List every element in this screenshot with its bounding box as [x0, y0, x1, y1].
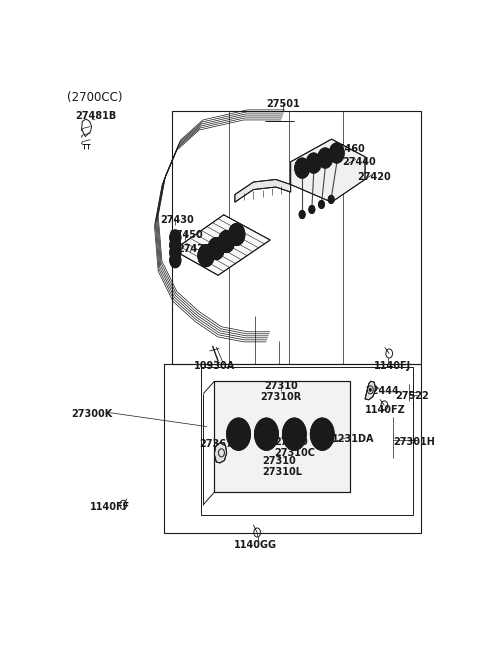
Text: 27470: 27470 [177, 244, 211, 254]
Circle shape [299, 210, 305, 219]
Text: 27440: 27440 [343, 157, 376, 167]
Text: 27481B: 27481B [75, 111, 116, 121]
Text: 1140GG: 1140GG [234, 540, 277, 550]
Circle shape [170, 245, 181, 260]
Text: 27367: 27367 [200, 439, 233, 449]
Circle shape [328, 195, 334, 204]
Text: 27300K: 27300K [71, 409, 112, 419]
Circle shape [228, 223, 245, 246]
Text: 1140FZ: 1140FZ [365, 405, 406, 415]
Polygon shape [173, 215, 270, 275]
Bar [215, 381, 350, 492]
Circle shape [170, 238, 181, 253]
Polygon shape [365, 381, 375, 400]
Circle shape [311, 418, 334, 450]
Text: 27310
27310L: 27310 27310L [263, 456, 303, 477]
Circle shape [295, 158, 310, 178]
Text: 27420: 27420 [358, 172, 391, 182]
Circle shape [261, 426, 273, 442]
Circle shape [288, 426, 300, 442]
Circle shape [306, 153, 321, 173]
Circle shape [309, 206, 315, 214]
Text: 27450: 27450 [170, 230, 204, 240]
Circle shape [316, 426, 328, 442]
Text: 27310
27310R: 27310 27310R [261, 381, 302, 402]
Polygon shape [235, 179, 290, 202]
Bar [202, 367, 413, 515]
Circle shape [282, 418, 306, 450]
Text: 27460: 27460 [332, 144, 365, 154]
Circle shape [329, 143, 344, 163]
Text: (2700CC): (2700CC) [67, 91, 123, 104]
Bar [164, 364, 421, 533]
Circle shape [208, 238, 225, 259]
Text: 27301H: 27301H [393, 437, 435, 447]
Circle shape [227, 418, 251, 450]
Text: 27430: 27430 [160, 215, 194, 225]
Circle shape [170, 253, 181, 268]
Text: 10930A: 10930A [194, 361, 235, 371]
Text: 27501: 27501 [266, 99, 300, 109]
Circle shape [198, 244, 214, 267]
Text: 1231DA: 1231DA [332, 434, 374, 444]
Circle shape [318, 148, 333, 168]
Circle shape [319, 200, 324, 208]
Text: 27522: 27522 [395, 391, 429, 402]
Bar [172, 111, 421, 364]
Circle shape [218, 231, 235, 253]
Polygon shape [290, 139, 365, 202]
Text: 27310
27310C: 27310 27310C [274, 437, 315, 458]
Bar [215, 381, 350, 492]
Polygon shape [215, 443, 227, 463]
Text: 22444: 22444 [365, 386, 399, 396]
Circle shape [233, 426, 244, 442]
Text: 1140FJ: 1140FJ [374, 361, 411, 371]
Circle shape [170, 230, 181, 245]
Circle shape [254, 418, 278, 450]
Text: 1140FF: 1140FF [90, 502, 131, 512]
Circle shape [369, 388, 372, 391]
